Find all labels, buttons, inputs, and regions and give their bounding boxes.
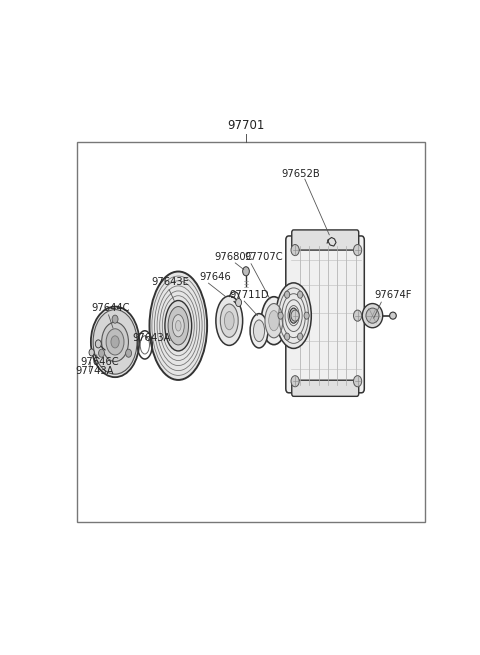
- Text: 97644C: 97644C: [92, 303, 130, 312]
- Bar: [77, 141, 424, 523]
- Ellipse shape: [102, 322, 129, 362]
- Circle shape: [126, 349, 132, 357]
- Ellipse shape: [111, 336, 119, 348]
- Text: 97643E: 97643E: [151, 277, 189, 288]
- Circle shape: [353, 244, 362, 255]
- Ellipse shape: [172, 314, 184, 337]
- Text: 97646C: 97646C: [81, 357, 119, 367]
- Circle shape: [304, 312, 309, 319]
- Ellipse shape: [366, 308, 379, 323]
- Circle shape: [98, 349, 105, 357]
- Circle shape: [112, 315, 118, 323]
- Ellipse shape: [225, 312, 234, 329]
- Circle shape: [353, 376, 362, 386]
- Ellipse shape: [149, 272, 207, 380]
- Ellipse shape: [269, 310, 279, 331]
- Circle shape: [96, 340, 101, 348]
- Text: 97701: 97701: [228, 119, 264, 132]
- Ellipse shape: [265, 303, 283, 338]
- Polygon shape: [328, 238, 336, 246]
- Text: 97652B: 97652B: [281, 169, 320, 179]
- Ellipse shape: [390, 312, 396, 319]
- Ellipse shape: [176, 320, 181, 331]
- Text: 97643A: 97643A: [132, 333, 171, 343]
- Text: 97707C: 97707C: [244, 252, 283, 262]
- Circle shape: [353, 310, 362, 321]
- Ellipse shape: [168, 307, 189, 345]
- Circle shape: [89, 349, 94, 356]
- Text: 97743A: 97743A: [75, 365, 113, 376]
- Ellipse shape: [220, 304, 238, 337]
- Circle shape: [236, 299, 241, 307]
- Ellipse shape: [289, 308, 298, 323]
- FancyBboxPatch shape: [292, 380, 359, 396]
- Circle shape: [285, 291, 290, 298]
- Text: 97711D: 97711D: [229, 290, 269, 300]
- Ellipse shape: [93, 310, 137, 374]
- Ellipse shape: [362, 303, 383, 328]
- Circle shape: [291, 244, 299, 255]
- Circle shape: [243, 267, 249, 276]
- Text: 97674F: 97674F: [374, 290, 412, 300]
- Ellipse shape: [253, 320, 264, 342]
- Circle shape: [298, 333, 303, 340]
- Text: 97646: 97646: [200, 272, 231, 282]
- Ellipse shape: [216, 296, 243, 345]
- Circle shape: [291, 376, 299, 386]
- Circle shape: [278, 312, 283, 319]
- Circle shape: [285, 333, 290, 340]
- FancyBboxPatch shape: [286, 236, 364, 393]
- Ellipse shape: [261, 297, 287, 345]
- Ellipse shape: [250, 314, 268, 348]
- Circle shape: [291, 310, 299, 321]
- FancyBboxPatch shape: [292, 230, 359, 250]
- Text: 97680C: 97680C: [215, 252, 253, 262]
- Ellipse shape: [165, 301, 192, 351]
- Ellipse shape: [106, 329, 124, 355]
- Ellipse shape: [91, 307, 139, 377]
- Circle shape: [298, 291, 303, 298]
- Ellipse shape: [276, 283, 312, 348]
